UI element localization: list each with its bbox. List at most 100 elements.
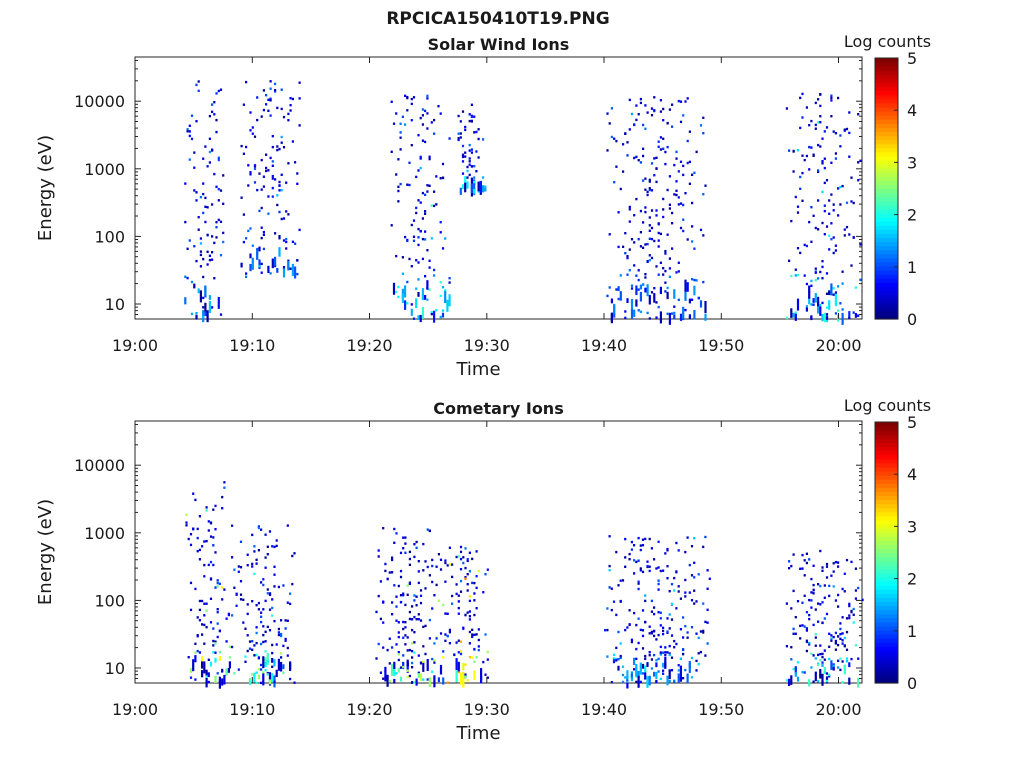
data-cell bbox=[459, 672, 463, 685]
data-cell bbox=[204, 220, 207, 224]
data-cell bbox=[839, 302, 842, 305]
data-cell bbox=[682, 218, 685, 221]
colorbar-swatch bbox=[875, 131, 898, 137]
data-cell bbox=[419, 314, 422, 323]
data-cell bbox=[265, 103, 268, 106]
data-cell bbox=[657, 670, 660, 673]
data-cell bbox=[830, 96, 833, 99]
data-cell bbox=[215, 221, 218, 224]
data-cell bbox=[673, 639, 676, 643]
data-cell bbox=[273, 619, 276, 623]
data-cell bbox=[444, 237, 447, 240]
data-cell bbox=[648, 187, 651, 190]
data-cell bbox=[206, 310, 209, 323]
data-cell bbox=[653, 634, 656, 638]
data-cell bbox=[255, 562, 258, 565]
data-cell bbox=[395, 672, 398, 675]
data-cell bbox=[841, 660, 844, 663]
data-cell bbox=[823, 157, 826, 160]
data-cell bbox=[267, 169, 270, 172]
data-cell bbox=[628, 623, 631, 626]
data-cell bbox=[852, 201, 855, 205]
data-cell bbox=[617, 665, 620, 671]
data-cell bbox=[195, 314, 198, 320]
data-cell bbox=[412, 239, 416, 242]
data-cell bbox=[657, 273, 660, 276]
data-cell bbox=[637, 536, 640, 540]
data-cell bbox=[830, 639, 833, 642]
colorbar-tick-label: 4 bbox=[907, 101, 917, 120]
data-cell bbox=[441, 309, 445, 312]
data-cell bbox=[468, 160, 471, 163]
data-cell bbox=[257, 526, 260, 530]
colorbar-swatch bbox=[875, 507, 898, 513]
data-cell bbox=[433, 594, 436, 597]
data-cell bbox=[803, 158, 806, 162]
data-cell bbox=[841, 308, 844, 311]
data-cell bbox=[216, 585, 219, 588]
data-cell bbox=[854, 597, 857, 600]
data-cell bbox=[379, 617, 382, 621]
data-cell bbox=[208, 258, 211, 262]
data-cell bbox=[823, 649, 826, 652]
data-cell bbox=[255, 653, 258, 657]
data-cell bbox=[256, 118, 259, 122]
y-tick-label: 10000 bbox=[74, 456, 125, 475]
data-cell bbox=[419, 166, 422, 170]
data-cell bbox=[402, 594, 405, 597]
data-cell bbox=[195, 259, 198, 263]
data-cell bbox=[475, 586, 478, 590]
data-cell bbox=[633, 123, 636, 127]
data-cell bbox=[653, 629, 656, 633]
data-cell bbox=[265, 169, 268, 173]
data-cell bbox=[193, 166, 196, 169]
colorbar-swatch bbox=[875, 94, 898, 100]
data-cell bbox=[439, 558, 443, 561]
data-cell bbox=[195, 83, 198, 87]
data-cell bbox=[468, 149, 471, 152]
data-cell bbox=[659, 645, 662, 649]
data-cell bbox=[810, 599, 813, 602]
data-cell bbox=[439, 632, 443, 635]
data-cell bbox=[828, 645, 831, 648]
data-cell bbox=[792, 667, 795, 671]
x-tick-label: 19:30 bbox=[464, 700, 510, 719]
data-cell bbox=[471, 557, 474, 561]
colorbar-swatch bbox=[875, 241, 898, 247]
data-cell bbox=[287, 119, 290, 122]
data-cell bbox=[253, 167, 257, 170]
data-cell bbox=[473, 131, 476, 134]
data-cell bbox=[208, 254, 211, 257]
data-cell bbox=[662, 569, 665, 572]
data-cell bbox=[677, 673, 680, 683]
data-cell bbox=[679, 120, 683, 124]
data-cell bbox=[260, 528, 263, 531]
data-cell bbox=[659, 148, 662, 151]
data-cell bbox=[624, 252, 627, 255]
data-cell bbox=[666, 188, 669, 192]
data-cell bbox=[428, 157, 431, 161]
data-cell bbox=[433, 661, 436, 664]
data-cell bbox=[805, 627, 808, 630]
data-cell bbox=[814, 101, 817, 105]
data-cell bbox=[399, 666, 403, 669]
colorbar-swatch bbox=[875, 470, 898, 476]
data-cell bbox=[796, 661, 800, 664]
data-cell bbox=[197, 288, 200, 294]
data-cell bbox=[415, 604, 418, 607]
data-cell bbox=[391, 663, 394, 676]
data-cell bbox=[471, 581, 474, 585]
data-cell bbox=[695, 150, 698, 154]
data-cell bbox=[207, 520, 210, 523]
data-cell bbox=[386, 674, 389, 687]
data-cell bbox=[834, 312, 837, 315]
data-cell bbox=[262, 89, 265, 92]
data-cell bbox=[214, 640, 217, 643]
data-cell bbox=[196, 536, 199, 540]
data-cell bbox=[704, 535, 707, 539]
data-cell bbox=[859, 159, 862, 162]
data-cell bbox=[628, 98, 631, 102]
data-cell bbox=[648, 254, 651, 257]
data-cell bbox=[673, 679, 676, 682]
data-cell bbox=[843, 644, 846, 647]
